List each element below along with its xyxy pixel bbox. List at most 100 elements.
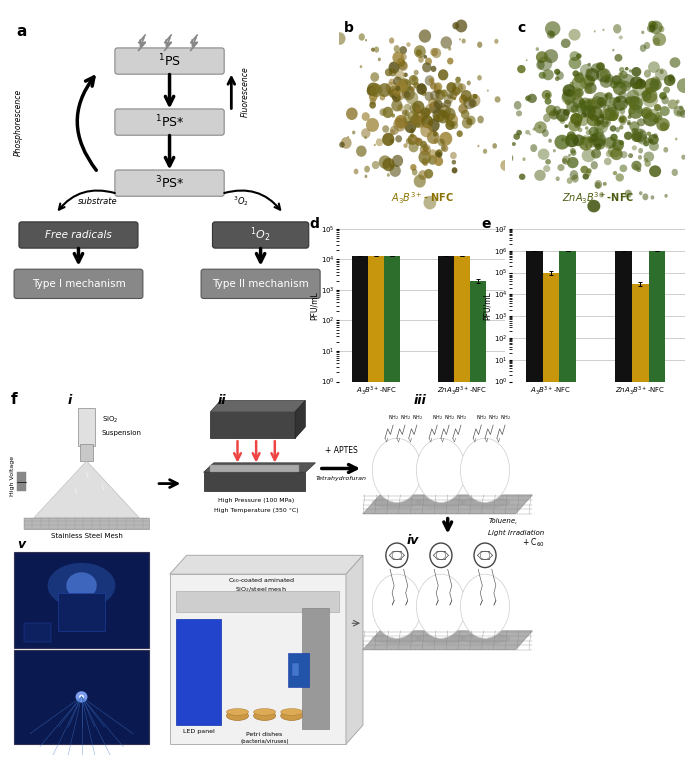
Ellipse shape xyxy=(408,134,418,145)
Ellipse shape xyxy=(594,120,608,134)
Ellipse shape xyxy=(477,42,482,48)
Ellipse shape xyxy=(649,21,663,34)
Ellipse shape xyxy=(624,131,632,140)
Ellipse shape xyxy=(613,82,627,95)
Ellipse shape xyxy=(613,24,621,34)
Ellipse shape xyxy=(402,110,408,116)
Ellipse shape xyxy=(555,76,560,81)
Ellipse shape xyxy=(441,37,452,49)
Ellipse shape xyxy=(435,151,441,157)
Ellipse shape xyxy=(415,122,420,128)
Ellipse shape xyxy=(527,94,537,103)
Ellipse shape xyxy=(391,114,395,118)
Ellipse shape xyxy=(647,109,660,122)
Ellipse shape xyxy=(638,148,643,153)
Ellipse shape xyxy=(653,37,660,46)
Ellipse shape xyxy=(589,111,592,114)
Ellipse shape xyxy=(585,130,592,136)
Ellipse shape xyxy=(444,100,451,108)
Ellipse shape xyxy=(393,89,400,97)
Text: Type I mechanism: Type I mechanism xyxy=(32,278,125,289)
Text: + APTES: + APTES xyxy=(325,446,357,456)
Ellipse shape xyxy=(570,148,576,153)
Ellipse shape xyxy=(402,86,415,101)
Ellipse shape xyxy=(603,137,616,149)
Ellipse shape xyxy=(281,709,303,716)
Ellipse shape xyxy=(602,108,616,121)
Ellipse shape xyxy=(677,111,681,115)
Ellipse shape xyxy=(628,153,633,158)
Ellipse shape xyxy=(554,135,570,150)
Ellipse shape xyxy=(513,134,520,140)
Ellipse shape xyxy=(662,96,669,105)
Ellipse shape xyxy=(648,134,659,145)
Ellipse shape xyxy=(399,46,407,54)
Ellipse shape xyxy=(629,121,639,131)
Text: $^1$PS: $^1$PS xyxy=(158,53,181,69)
Ellipse shape xyxy=(404,104,411,111)
Ellipse shape xyxy=(636,167,641,172)
Bar xyxy=(14,649,149,744)
Ellipse shape xyxy=(525,130,530,134)
Ellipse shape xyxy=(428,118,439,132)
Ellipse shape xyxy=(570,150,576,156)
Ellipse shape xyxy=(642,89,657,103)
Ellipse shape xyxy=(364,166,370,172)
Ellipse shape xyxy=(605,107,619,121)
Ellipse shape xyxy=(590,114,598,122)
Ellipse shape xyxy=(487,89,489,92)
Ellipse shape xyxy=(603,99,610,106)
Ellipse shape xyxy=(615,97,621,103)
Ellipse shape xyxy=(642,92,658,108)
Polygon shape xyxy=(34,461,139,517)
Ellipse shape xyxy=(566,101,579,112)
Text: b: b xyxy=(344,21,354,35)
Ellipse shape xyxy=(655,69,668,81)
Ellipse shape xyxy=(605,74,613,82)
Ellipse shape xyxy=(452,167,457,173)
Ellipse shape xyxy=(626,95,637,107)
Ellipse shape xyxy=(410,134,415,138)
Ellipse shape xyxy=(537,56,552,71)
Ellipse shape xyxy=(446,115,450,120)
Ellipse shape xyxy=(466,116,475,125)
Ellipse shape xyxy=(389,69,397,76)
Ellipse shape xyxy=(644,78,659,92)
Ellipse shape xyxy=(606,150,613,157)
Ellipse shape xyxy=(464,97,475,109)
Ellipse shape xyxy=(408,139,411,143)
Ellipse shape xyxy=(468,94,480,107)
Ellipse shape xyxy=(439,116,442,121)
Bar xyxy=(543,272,559,763)
Ellipse shape xyxy=(588,200,601,212)
Ellipse shape xyxy=(637,109,641,114)
Ellipse shape xyxy=(668,74,674,81)
Ellipse shape xyxy=(628,96,640,107)
Bar xyxy=(58,593,105,631)
Ellipse shape xyxy=(620,120,626,125)
Ellipse shape xyxy=(438,69,448,80)
Ellipse shape xyxy=(668,99,677,109)
Ellipse shape xyxy=(560,118,565,124)
Ellipse shape xyxy=(680,110,687,118)
Ellipse shape xyxy=(602,28,605,31)
Ellipse shape xyxy=(563,109,570,116)
Ellipse shape xyxy=(619,67,624,72)
Ellipse shape xyxy=(394,45,400,53)
Ellipse shape xyxy=(459,497,511,508)
Ellipse shape xyxy=(640,91,652,101)
Ellipse shape xyxy=(370,101,376,108)
Ellipse shape xyxy=(653,134,658,139)
Ellipse shape xyxy=(402,84,408,91)
Ellipse shape xyxy=(466,118,472,125)
Bar xyxy=(352,256,368,763)
Bar xyxy=(471,281,486,763)
Ellipse shape xyxy=(413,110,426,123)
Ellipse shape xyxy=(362,112,370,121)
Ellipse shape xyxy=(556,108,569,122)
Ellipse shape xyxy=(423,159,428,166)
Ellipse shape xyxy=(628,115,632,119)
Ellipse shape xyxy=(543,114,551,122)
Ellipse shape xyxy=(516,111,522,117)
Bar xyxy=(368,256,384,763)
